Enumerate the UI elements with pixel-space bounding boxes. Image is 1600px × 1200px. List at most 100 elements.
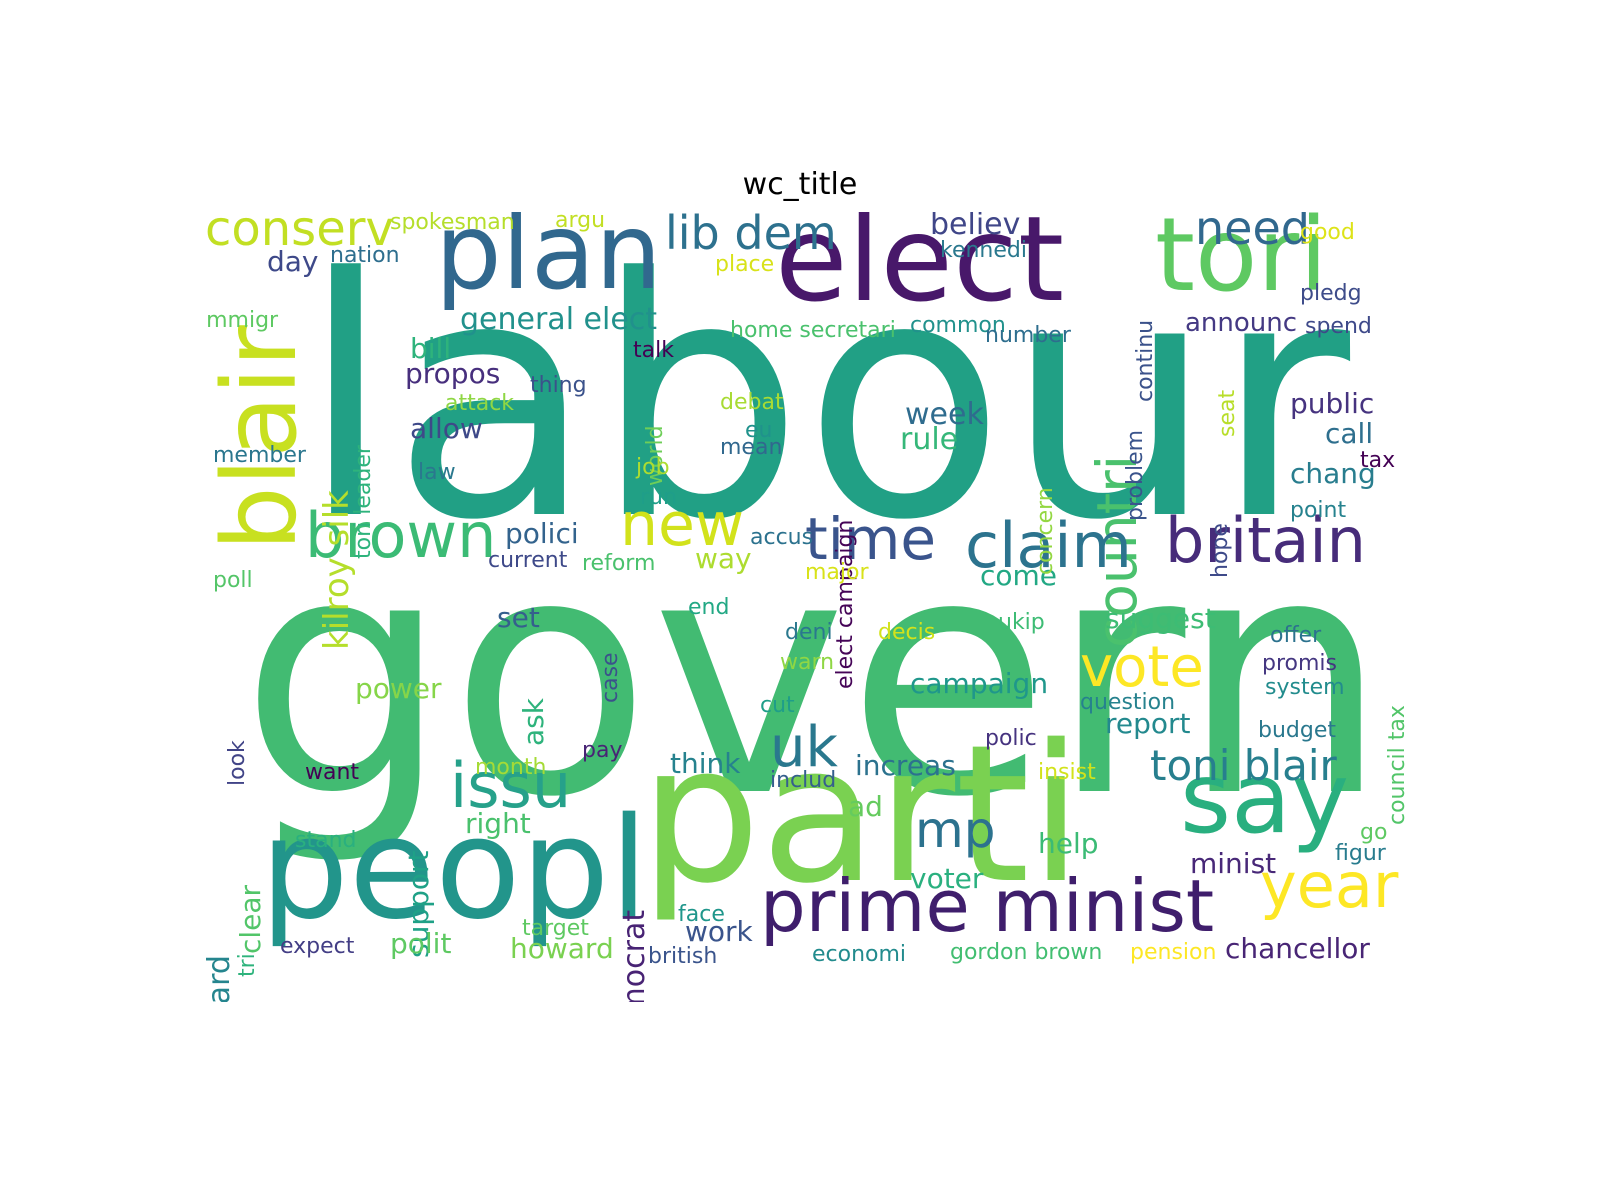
word-member: member: [213, 443, 306, 468]
word-mp: mp: [915, 801, 996, 859]
word-kennedi: kennedi: [940, 238, 1027, 263]
word-help: help: [1038, 827, 1099, 860]
word-labour: labour: [300, 212, 1351, 592]
word-kilroy-silk: kilroy silk: [317, 490, 357, 650]
word-issu: issu: [450, 749, 572, 822]
word-deni: deni: [785, 620, 833, 645]
word-bill: bill: [410, 332, 452, 365]
word-peopl: peopl: [260, 788, 649, 951]
word-figur: figur: [1335, 841, 1386, 866]
word-set: set: [497, 601, 540, 634]
word-job: job: [636, 455, 670, 480]
word-cut: cut: [760, 693, 795, 718]
word-new: new: [620, 490, 745, 560]
word-includ: includ: [770, 768, 837, 793]
word-promis: promis: [1262, 651, 1337, 676]
word-immigr: immigr: [205, 308, 279, 333]
word-nation: nation: [330, 243, 400, 268]
word-prime-minist: prime minist: [760, 864, 1215, 948]
word-spend: spend: [1305, 314, 1372, 339]
word-seat: seat: [1215, 389, 1240, 437]
word-clear: clear: [234, 884, 267, 954]
word-number: number: [985, 323, 1071, 348]
word-target: target: [522, 916, 589, 941]
word-think: think: [670, 747, 741, 780]
word-poll: poll: [213, 568, 253, 593]
word-lib-dem: lib dem: [665, 212, 837, 260]
word-general-elect: general elect: [460, 302, 658, 337]
word-increas: increas: [855, 749, 956, 782]
word-power: power: [355, 672, 442, 705]
word-hope: hope: [1208, 523, 1233, 578]
word-question: question: [1080, 690, 1176, 715]
word-britain: britain: [1165, 504, 1366, 577]
word-blair: blair: [205, 325, 320, 551]
word-elect: elect: [775, 212, 1065, 328]
word-gordon-brown: gordon brown: [950, 940, 1103, 965]
word-current: current: [488, 548, 568, 573]
word-tori: tori: [1155, 212, 1328, 315]
word-attack: attack: [445, 391, 515, 416]
word-work: work: [685, 915, 753, 948]
word-polit: polit: [390, 927, 452, 960]
word-expect: expect: [280, 934, 355, 959]
word-parti: parti: [640, 704, 1083, 925]
word-pay: pay: [582, 738, 623, 763]
word-come: come: [980, 559, 1058, 592]
word-ad: ad: [848, 790, 883, 823]
word-british: british: [648, 944, 718, 969]
word-concern: concern: [1033, 487, 1058, 575]
word-stand: stand: [295, 828, 357, 853]
word-offer: offer: [1270, 623, 1322, 648]
word-go: go: [1360, 820, 1388, 845]
word-month: month: [475, 755, 547, 780]
word-spokesman: spokesman: [390, 212, 515, 235]
word-thing: thing: [530, 373, 587, 398]
word-propos: propos: [405, 357, 501, 390]
word-law: law: [418, 460, 456, 485]
word-call: call: [1325, 417, 1374, 450]
word-suggest: suggest: [1105, 602, 1216, 635]
word-economi: economi: [812, 942, 907, 967]
word-point: point: [1290, 498, 1347, 523]
word-good: good: [1300, 220, 1355, 245]
word-michael-howard: michael howard: [205, 955, 237, 1002]
word-say: say: [1180, 742, 1350, 856]
word-pension: pension: [1130, 940, 1217, 965]
word-week: week: [905, 397, 984, 432]
word-place: place: [715, 252, 775, 277]
word-public: public: [1290, 387, 1375, 420]
word-face: face: [678, 902, 725, 927]
word-eu: eu: [745, 418, 773, 443]
word-mean: mean: [720, 435, 783, 460]
word-right: right: [465, 807, 531, 840]
word-argu: argu: [555, 212, 606, 233]
word-reform: reform: [582, 551, 656, 576]
word-day: day: [267, 245, 319, 278]
word-allow: allow: [410, 412, 483, 445]
word-govern: govern: [240, 485, 1389, 869]
word-need: need: [1195, 212, 1310, 255]
word-voter: voter: [910, 862, 984, 895]
word-liber-democrat: liber democrat: [617, 910, 652, 1002]
word-budget: budget: [1258, 718, 1336, 743]
word-campaign: campaign: [910, 667, 1049, 700]
word-brown: brown: [305, 499, 497, 572]
word-want: want: [305, 760, 360, 785]
word-insist: insist: [1038, 760, 1096, 785]
word-plan: plan: [435, 212, 662, 313]
word-howard: howard: [510, 932, 614, 965]
word-rule: rule: [900, 422, 959, 457]
word-end: end: [688, 595, 730, 620]
word-major: major: [805, 560, 869, 585]
word-continu: continu: [1133, 319, 1158, 402]
chart-title: wc_title: [742, 167, 858, 202]
word-elect-campaign: elect campaign: [833, 519, 858, 689]
word-look: look: [225, 740, 250, 786]
word-pledg: pledg: [1300, 281, 1362, 306]
word-claim: claim: [965, 509, 1132, 582]
word-debat: debat: [720, 390, 784, 415]
word-decis: decis: [878, 620, 936, 645]
word-polic: polic: [985, 726, 1037, 751]
word-council-tax: council tax: [1385, 705, 1410, 825]
